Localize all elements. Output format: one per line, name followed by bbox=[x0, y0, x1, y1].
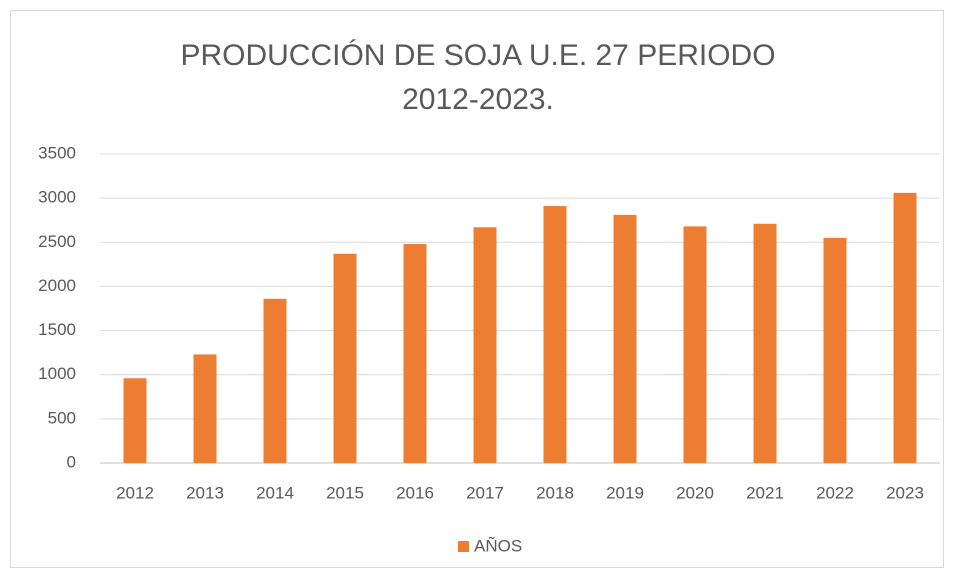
legend-label: AÑOS bbox=[474, 536, 522, 555]
bar bbox=[823, 237, 847, 463]
bar bbox=[613, 214, 637, 463]
y-tick-label: 3500 bbox=[38, 143, 76, 162]
y-tick-label: 1000 bbox=[38, 364, 76, 383]
x-tick-label: 2018 bbox=[536, 483, 574, 502]
chart-title: PRODUCCIÓN DE SOJA U.E. 27 PERIODO 2012-… bbox=[180, 39, 776, 116]
x-tick-label: 2022 bbox=[816, 483, 854, 502]
bar bbox=[893, 192, 917, 464]
x-tick-label: 2023 bbox=[886, 483, 924, 502]
x-tick-label: 2014 bbox=[256, 483, 294, 502]
x-tick-label: 2016 bbox=[396, 483, 434, 502]
x-tick-label: 2021 bbox=[746, 483, 784, 502]
bar bbox=[543, 206, 567, 464]
bar bbox=[333, 253, 357, 463]
y-tick-label: 0 bbox=[67, 452, 76, 471]
y-tick-label: 1500 bbox=[38, 320, 76, 339]
x-tick-label: 2020 bbox=[676, 483, 714, 502]
chart-border bbox=[10, 10, 944, 568]
bar bbox=[473, 227, 497, 463]
bar bbox=[123, 378, 147, 463]
y-tick-label: 3000 bbox=[38, 188, 76, 207]
y-tick-label: 500 bbox=[48, 408, 76, 427]
bar bbox=[403, 244, 427, 463]
bar bbox=[753, 223, 777, 463]
y-tick-label: 2500 bbox=[38, 232, 76, 251]
legend-swatch bbox=[458, 541, 469, 552]
x-tick-label: 2012 bbox=[116, 483, 154, 502]
x-tick-label: 2017 bbox=[466, 483, 504, 502]
x-tick-label: 2015 bbox=[326, 483, 364, 502]
x-tick-label: 2013 bbox=[186, 483, 224, 502]
x-tick-label: 2019 bbox=[606, 483, 644, 502]
bar bbox=[193, 354, 217, 463]
bar bbox=[683, 226, 707, 463]
y-tick-label: 2000 bbox=[38, 276, 76, 295]
bar bbox=[263, 298, 287, 463]
